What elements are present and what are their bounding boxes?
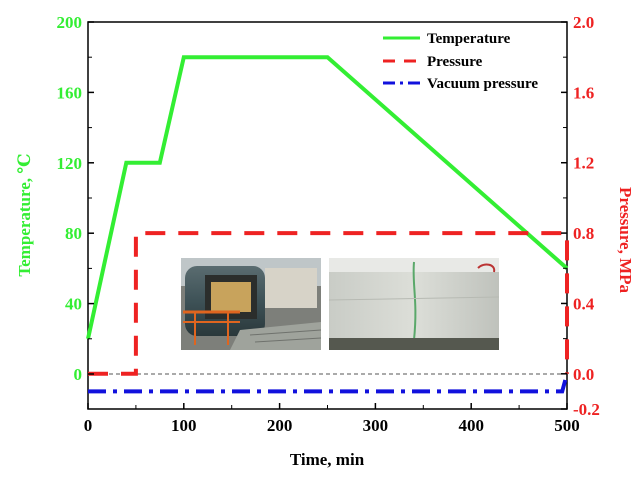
left-tick-label: 80	[65, 224, 82, 243]
bottom-tick-label: 0	[84, 416, 93, 435]
x-axis-title: Time, min	[290, 450, 365, 469]
panel-photo-icon	[328, 258, 500, 350]
bottom-tick-label: 100	[171, 416, 197, 435]
right-tick-label: 1.2	[573, 154, 594, 173]
left-tick-label: 120	[57, 154, 83, 173]
bottom-axis-ticks: 0 100 200 300 400 500	[84, 403, 580, 435]
legend-label-vacuum: Vacuum pressure	[427, 76, 538, 92]
series-line-temperature	[86, 55, 569, 340]
series-line-pressure	[88, 231, 569, 376]
left-tick-label: 160	[57, 83, 83, 102]
right-tick-label: 0.4	[573, 294, 595, 313]
left-axis-title: Temperature, ℃	[15, 153, 34, 276]
right-tick-label: 0.0	[573, 365, 594, 384]
right-axis-title: Pressure, MPa	[616, 187, 632, 294]
bottom-tick-label: 200	[267, 416, 293, 435]
legend-label-temperature: Temperature	[427, 31, 511, 47]
left-tick-label: 200	[57, 13, 83, 32]
right-axis-ticks: 0.0 0.4 0.8 1.2 1.6 2.0 -0.2	[561, 13, 600, 419]
series-layer	[86, 55, 569, 394]
left-tick-label: 40	[65, 295, 82, 314]
bottom-tick-label: 500	[554, 416, 580, 435]
bottom-tick-label: 300	[363, 416, 389, 435]
left-axis-ticks: 0 40 80 120 160 200	[57, 13, 94, 384]
right-tick-label: 0.8	[573, 224, 594, 243]
inset-photos	[181, 258, 500, 350]
left-tick-label: 0	[74, 365, 83, 384]
legend: Temperature Pressure Vacuum pressure	[383, 31, 538, 92]
right-tick-label: 1.6	[573, 83, 594, 102]
autoclave-photo-icon	[181, 258, 322, 350]
series-line-vacuum	[88, 373, 569, 394]
bottom-tick-label: 400	[458, 416, 484, 435]
legend-label-pressure: Pressure	[427, 54, 483, 70]
right-tick-label: 2.0	[573, 13, 594, 32]
right-tick-label: -0.2	[573, 400, 600, 419]
